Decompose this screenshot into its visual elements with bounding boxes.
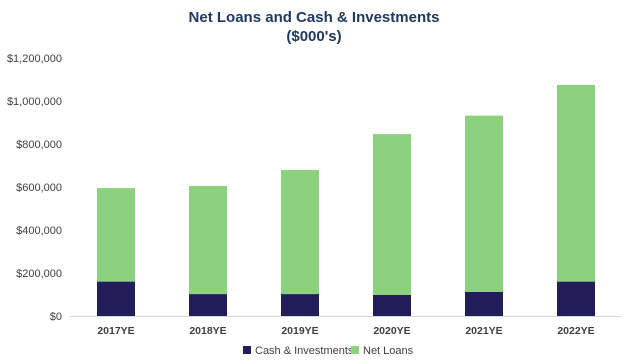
x-tick-label: 2021YE: [465, 325, 502, 337]
y-tick-label: $1,000,000: [7, 96, 62, 108]
legend-label-net-loans: Net Loans: [363, 345, 414, 357]
bar-cash-investments: [557, 281, 595, 316]
bar-net-loans: [189, 185, 227, 295]
x-tick-label: 2017YE: [97, 325, 134, 337]
bar-net-loans: [97, 188, 135, 282]
bar-cash-investments: [281, 294, 319, 316]
y-tick-label: $600,000: [16, 182, 62, 194]
chart-subtitle: ($000's): [286, 28, 342, 45]
legend-label-cash-investments: Cash & Investments: [255, 345, 354, 357]
x-tick-label: 2018YE: [189, 325, 226, 337]
y-tick-label: $400,000: [16, 225, 62, 237]
bar-net-loans: [373, 134, 411, 295]
x-tick-label: 2019YE: [281, 325, 318, 337]
bar-cash-investments: [189, 294, 227, 316]
x-tick-label: 2022YE: [557, 325, 594, 337]
y-tick-label: $1,200,000: [7, 53, 62, 65]
bar-net-loans: [281, 170, 319, 295]
legend-swatch-net-loans: [351, 346, 359, 354]
y-tick-label: $800,000: [16, 139, 62, 151]
bar-cash-investments: [465, 291, 503, 316]
chart-title: Net Loans and Cash & Investments: [188, 9, 440, 26]
y-tick-label: $200,000: [16, 268, 62, 280]
bar-cash-investments: [373, 294, 411, 316]
bar-net-loans: [465, 115, 503, 292]
x-tick-label: 2020YE: [373, 325, 410, 337]
y-tick-label: $0: [50, 311, 62, 323]
bar-cash-investments: [97, 281, 135, 316]
legend-swatch-cash-investments: [243, 346, 251, 354]
bar-net-loans: [557, 84, 595, 282]
